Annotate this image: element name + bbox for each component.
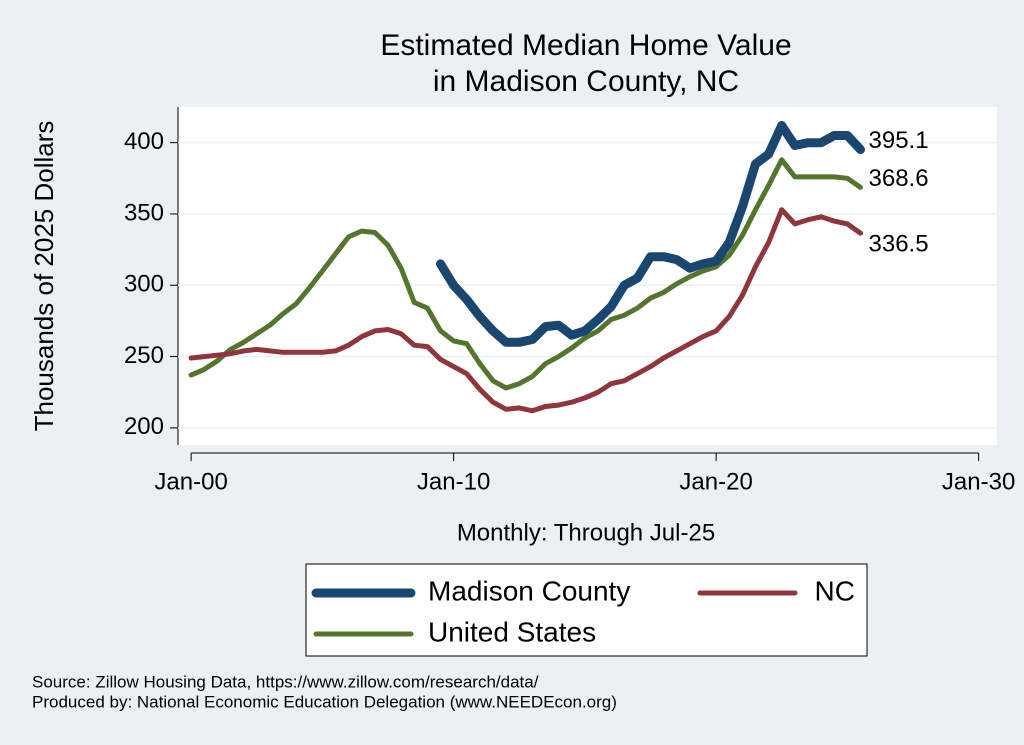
legend-label: United States [428,616,596,647]
x-axis-label: Monthly: Through Jul-25 [457,519,715,546]
series-line [436,121,865,347]
series-line [188,157,863,391]
series-line [188,207,863,414]
end-label: 395.1 [869,127,929,154]
legend-label: Madison County [428,575,630,606]
y-tick-label: 400 [124,128,164,155]
y-tick-label: 300 [124,271,164,298]
y-tick-label: 250 [124,342,164,369]
y-tick-label: 350 [124,199,164,226]
plot-area [178,107,997,445]
end-label: 368.6 [869,165,929,192]
x-tick-label: Jan-30 [942,468,1015,495]
legend-label: NC [815,575,855,606]
source-note: Source: Zillow Housing Data, https://www… [32,672,539,691]
source-note: Produced by: National Economic Education… [32,692,617,711]
chart-title: in Madison County, NC [433,65,739,98]
chart-title: Estimated Median Home Value [380,29,791,62]
y-axis-label: Thousands of 2025 Dollars [29,121,59,432]
end-label: 336.5 [869,231,929,258]
y-tick-label: 200 [124,413,164,440]
x-tick-label: Jan-10 [417,468,490,495]
x-tick-label: Jan-00 [154,468,227,495]
legend [305,563,868,657]
x-tick-label: Jan-20 [679,468,752,495]
